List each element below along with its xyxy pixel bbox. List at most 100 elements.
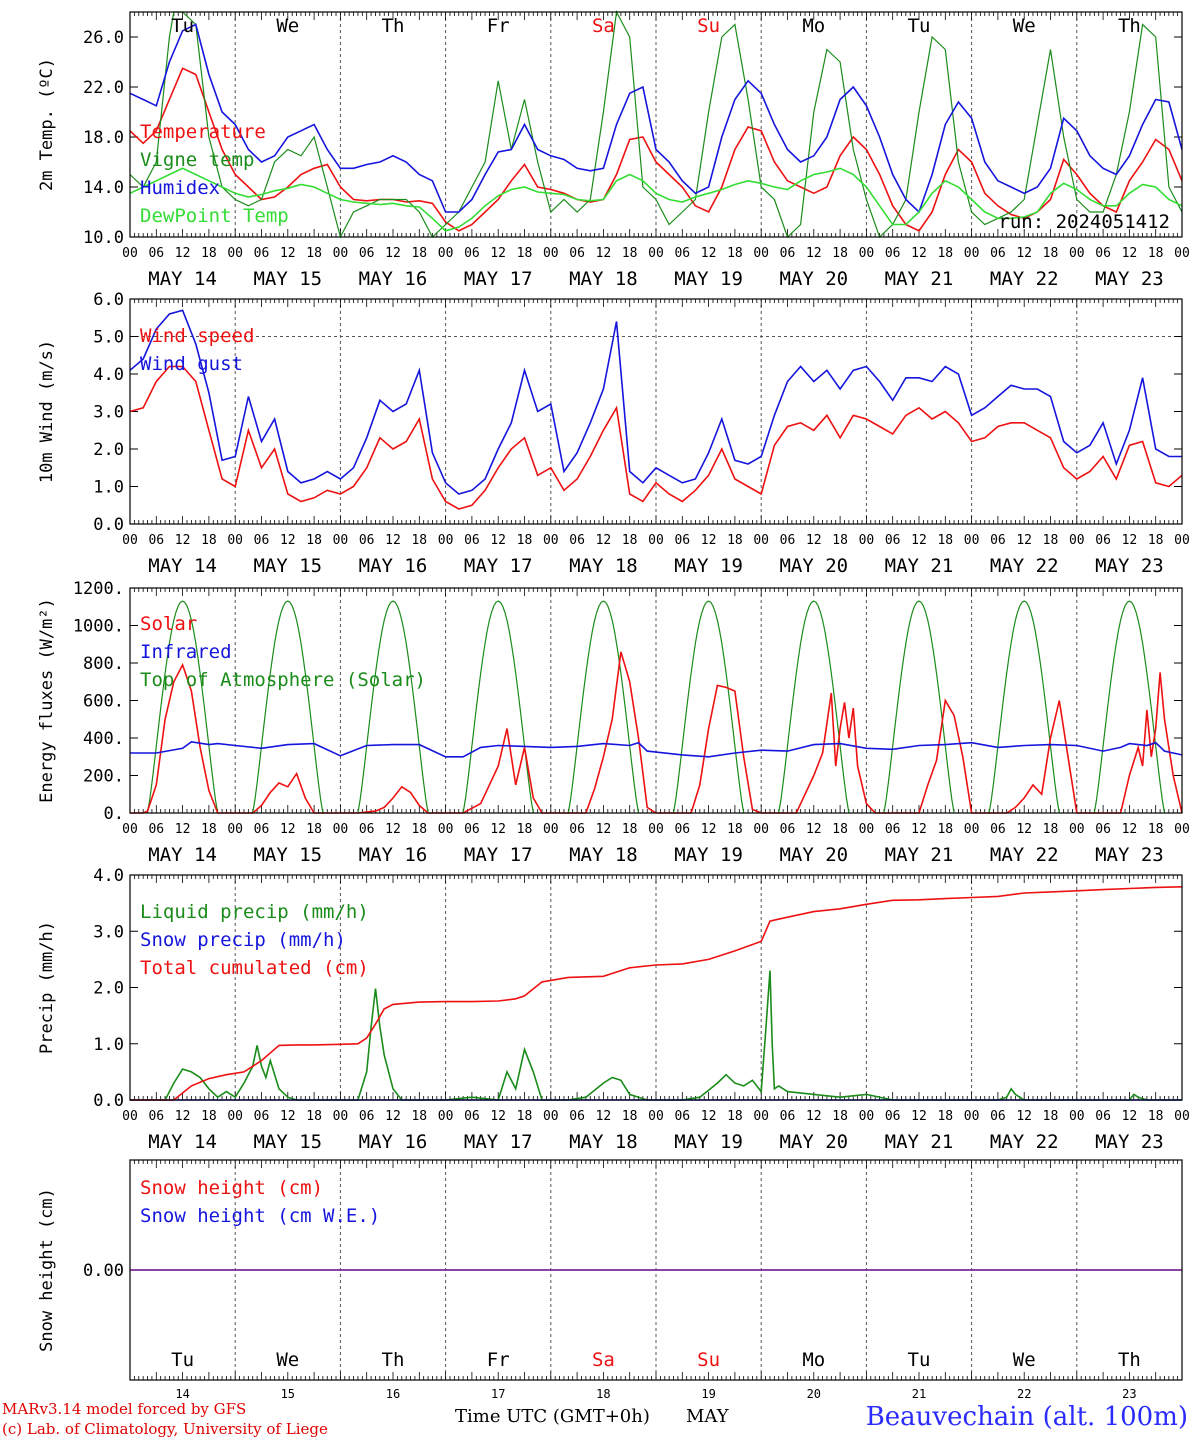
day-number: 14 — [175, 1387, 189, 1401]
hour-tick-label: 18 — [727, 533, 743, 548]
series-dewpoint-temp — [129, 167, 1183, 232]
day-name: We — [276, 1349, 299, 1371]
day-name: Sa — [592, 1349, 615, 1371]
hour-tick-label: 00 — [753, 533, 769, 548]
date-label: MAY 19 — [674, 555, 743, 577]
hour-tick-label: 06 — [674, 822, 690, 837]
date-label: MAY 22 — [990, 844, 1059, 866]
day-number: 16 — [386, 1387, 400, 1401]
hour-tick-label: 12 — [911, 822, 927, 837]
hour-tick-label: 18 — [832, 246, 848, 261]
hour-tick-label: 00 — [333, 1109, 349, 1124]
hour-tick-label: 18 — [832, 533, 848, 548]
hour-tick-label: 00 — [543, 822, 559, 837]
hour-tick-label: 00 — [543, 246, 559, 261]
hour-tick-label: 12 — [806, 533, 822, 548]
hour-tick-label: 18 — [937, 246, 953, 261]
hour-tick-label: 18 — [517, 1109, 533, 1124]
day-name: We — [276, 15, 299, 37]
legend-entry: Wind speed — [140, 325, 254, 347]
hour-tick-label: 06 — [1095, 1109, 1111, 1124]
date-label: MAY 21 — [885, 268, 954, 290]
legend-entry: Vigne temp — [140, 149, 254, 171]
day-number: 19 — [701, 1387, 715, 1401]
y-tick-label: 6.0 — [93, 290, 124, 310]
hour-tick-label: 06 — [359, 822, 375, 837]
y-tick-label: 5.0 — [93, 328, 124, 348]
date-label: MAY 15 — [253, 555, 322, 577]
day-name: Th — [1118, 15, 1141, 37]
date-label: MAY 14 — [148, 555, 217, 577]
day-name: Th — [382, 15, 405, 37]
hour-tick-label: 06 — [990, 822, 1006, 837]
hour-tick-label: 00 — [333, 822, 349, 837]
date-label: MAY 14 — [148, 268, 217, 290]
hour-tick-label: 18 — [622, 246, 638, 261]
hour-tick-label: 12 — [1122, 1109, 1138, 1124]
y-tick-label: 1000. — [73, 617, 124, 637]
date-label: MAY 16 — [359, 844, 428, 866]
date-label: MAY 14 — [148, 1131, 217, 1153]
hour-tick-label: 18 — [306, 822, 322, 837]
series-total-cumulated-cm- — [130, 886, 1183, 1101]
hour-tick-label: 00 — [859, 1109, 875, 1124]
hour-tick-label: 06 — [990, 1109, 1006, 1124]
hour-tick-label: 12 — [175, 246, 191, 261]
panel-frame — [129, 587, 1183, 814]
hour-tick-label: 00 — [122, 533, 138, 548]
panel-1: 2m Temp. (ºC) — [37, 10, 1183, 239]
panel-frame — [129, 1159, 1183, 1381]
y-tick-label: 14.0 — [83, 178, 124, 198]
hour-tick-label: 00 — [1069, 533, 1085, 548]
hour-tick-label: 12 — [596, 246, 612, 261]
y-axis-label: Precip (mm/h) — [37, 921, 57, 1054]
series-top-of-atmosphere — [146, 600, 1166, 814]
hour-tick-label: 18 — [306, 246, 322, 261]
series-humidex — [129, 23, 1183, 214]
hour-tick-label: 06 — [148, 1109, 164, 1124]
hour-tick-label: 00 — [543, 1109, 559, 1124]
legend-entry: Snow precip (mm/h) — [140, 929, 346, 951]
day-name: Su — [697, 15, 720, 37]
y-tick-label: 1200. — [73, 579, 124, 599]
hour-tick-label: 12 — [385, 533, 401, 548]
date-label: MAY 18 — [569, 844, 638, 866]
legend-entry: Wind gust — [140, 353, 243, 375]
day-name: Mo — [802, 1349, 825, 1371]
y-tick-label: 1.0 — [93, 1035, 124, 1055]
y-tick-label: 22.0 — [83, 78, 124, 98]
hour-tick-label: 06 — [885, 1109, 901, 1124]
hour-tick-label: 18 — [622, 1109, 638, 1124]
day-number: 15 — [281, 1387, 295, 1401]
y-tick-label: 0.0 — [93, 1091, 124, 1111]
hour-tick-label: 18 — [411, 533, 427, 548]
y-tick-label: 400. — [83, 729, 124, 749]
date-label: MAY 20 — [779, 844, 848, 866]
hour-tick-label: 00 — [964, 533, 980, 548]
date-label: MAY 19 — [674, 268, 743, 290]
hour-tick-label: 00 — [227, 822, 243, 837]
hour-tick-label: 00 — [333, 246, 349, 261]
legend-entry: Infrared — [140, 641, 232, 663]
date-label: MAY 20 — [779, 268, 848, 290]
panel-frame — [129, 874, 1183, 1101]
panel-frame — [129, 298, 1183, 525]
hour-tick-label: 12 — [490, 246, 506, 261]
time-axis-label: Time UTC (GMT+0h) — [455, 1406, 650, 1427]
hour-tick-label: 00 — [438, 533, 454, 548]
date-label: MAY 23 — [1095, 844, 1164, 866]
y-tick-label: 26.0 — [83, 28, 124, 48]
hour-tick-label: 06 — [780, 1109, 796, 1124]
hour-tick-label: 00 — [964, 1109, 980, 1124]
date-label: MAY 15 — [253, 1131, 322, 1153]
day-number: 20 — [807, 1387, 821, 1401]
date-label: MAY 19 — [674, 1131, 743, 1153]
hour-tick-label: 12 — [911, 533, 927, 548]
hour-tick-label: 18 — [727, 1109, 743, 1124]
hour-tick-label: 00 — [1174, 1109, 1190, 1124]
date-label: MAY 21 — [885, 844, 954, 866]
hour-tick-label: 00 — [122, 246, 138, 261]
hour-tick-label: 06 — [885, 533, 901, 548]
y-axis-label: Energy fluxes (W/m²) — [37, 598, 57, 803]
hour-tick-label: 18 — [937, 533, 953, 548]
